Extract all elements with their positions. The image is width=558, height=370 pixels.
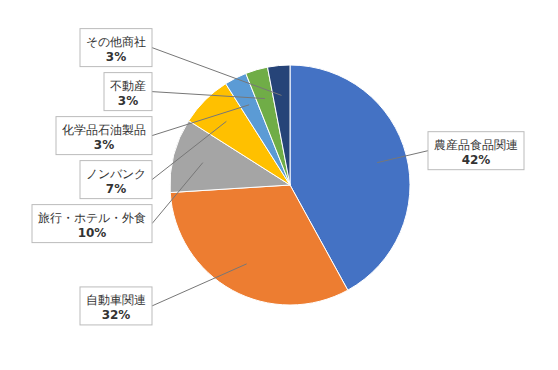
label-box (80, 29, 152, 67)
label-category: 自動車関連 (86, 293, 146, 307)
data-label: 化学品石油製品3% (56, 117, 152, 155)
leader-line (152, 105, 249, 136)
chart-container: 農産品食品関連42% 自動車関連32% 旅行・ホテル・外食10% ノンバンク7% 化学品… (0, 0, 558, 370)
label-value: 42% (462, 153, 491, 167)
leader-line (152, 163, 203, 224)
data-label: 農産品食品関連42% (428, 132, 524, 170)
pie-slice (268, 65, 290, 185)
data-label: 旅行・ホテル・外食10% (32, 205, 152, 243)
label-category: 不動産 (110, 79, 146, 93)
data-label: 不動産3% (104, 73, 152, 111)
label-box (104, 73, 152, 111)
data-label: その他商社3% (80, 29, 152, 67)
data-label: 自動車関連32% (80, 287, 152, 325)
label-value: 3% (118, 94, 138, 108)
label-category: その他商社 (86, 35, 146, 49)
leader-line (152, 92, 265, 99)
label-value: 32% (102, 308, 131, 322)
label-box (80, 161, 152, 199)
label-value: 10% (78, 226, 107, 240)
label-value: 3% (94, 138, 114, 152)
label-box (56, 117, 152, 155)
label-value: 7% (106, 182, 126, 196)
label-box (428, 132, 524, 170)
pie-slice (170, 185, 348, 305)
label-category: 旅行・ホテル・外食 (38, 211, 146, 225)
label-category: 化学品石油製品 (62, 123, 146, 137)
data-label: ノンバンク7% (80, 161, 152, 199)
data-labels: 農産品食品関連42% 自動車関連32% 旅行・ホテル・外食10% ノンバンク7% 化学品… (32, 29, 524, 325)
slices (170, 65, 410, 305)
leader-line (152, 264, 247, 306)
leader-line (377, 151, 428, 163)
label-category: ノンバンク (86, 167, 146, 181)
label-value: 3% (106, 50, 126, 64)
leader-line (152, 121, 226, 179)
leader-lines (152, 48, 428, 306)
leader-line (152, 48, 282, 96)
label-box (80, 287, 152, 325)
label-box (32, 205, 152, 243)
chart-svg: 農産品食品関連42% 自動車関連32% 旅行・ホテル・外食10% ノンバンク7% 化学品… (0, 0, 558, 370)
label-category: 農産品食品関連 (434, 138, 518, 152)
